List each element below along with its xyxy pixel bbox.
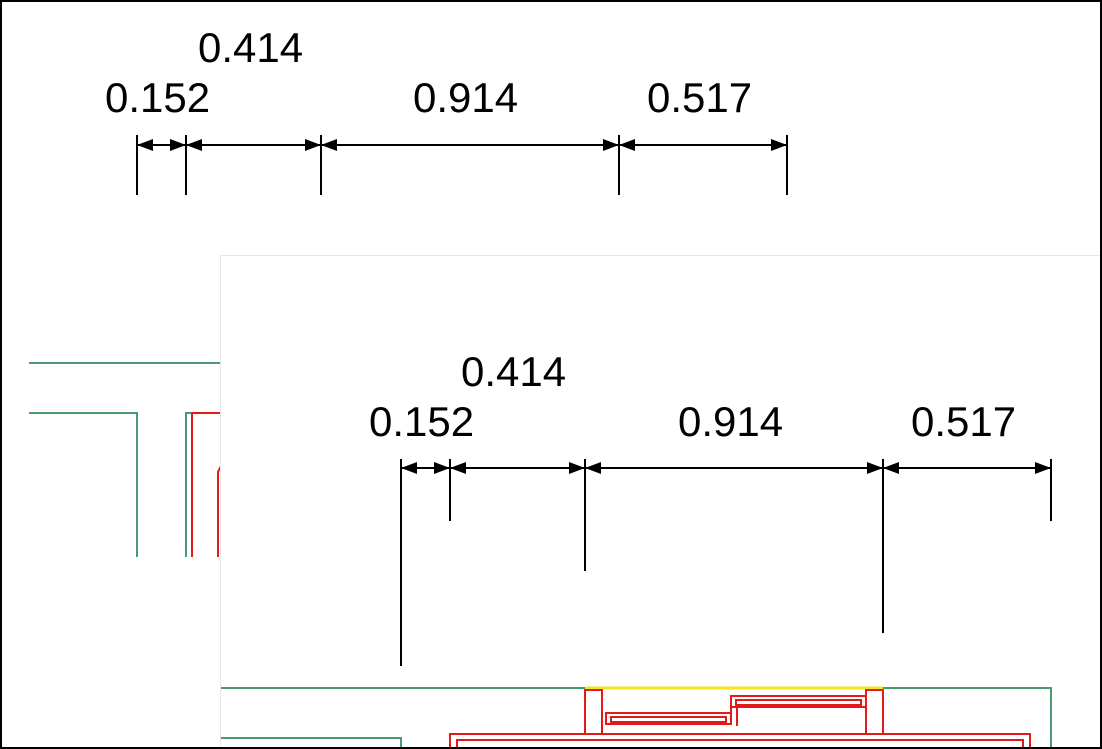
outer-door-detail — [191, 412, 223, 557]
inset-dim-label-0-914: 0.914 — [678, 398, 783, 445]
dim-label-0-152: 0.152 — [105, 74, 210, 121]
inset-dim-label-0-414: 0.414 — [461, 348, 566, 395]
dim-label-0-517: 0.517 — [647, 74, 752, 121]
inset-walls — [221, 687, 1052, 747]
inset-dim-label-0-517: 0.517 — [911, 398, 1016, 445]
dim-label-0-914: 0.914 — [413, 74, 518, 121]
inset-view: 0.152 0.414 0.914 0.517 — [221, 348, 1052, 747]
inset-extension-lines — [400, 459, 1052, 666]
outer-walls — [29, 362, 222, 557]
inset-door-detail — [449, 689, 1031, 747]
dim-label-0-414: 0.414 — [198, 24, 303, 71]
inset-dim-label-0-152: 0.152 — [369, 398, 474, 445]
zoom-inset: 0.152 0.414 0.914 0.517 — [220, 255, 1100, 747]
